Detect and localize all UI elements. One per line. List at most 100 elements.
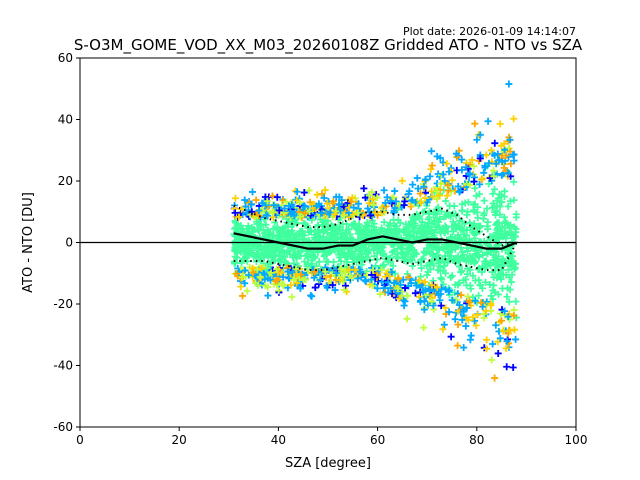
scatter-point xyxy=(492,160,500,168)
scatter-point xyxy=(444,228,452,236)
scatter-point xyxy=(504,313,512,321)
scatter-point xyxy=(284,268,292,276)
scatter-point xyxy=(395,295,403,303)
y-tick-label: -20 xyxy=(53,297,73,311)
scatter-point xyxy=(496,203,504,211)
scatter-point xyxy=(438,255,446,263)
scatter-point xyxy=(235,213,243,221)
scatter-point xyxy=(441,177,449,185)
scatter-point xyxy=(335,247,343,255)
scatter-point xyxy=(378,278,386,286)
scatter-point xyxy=(391,270,399,278)
scatter-point xyxy=(305,186,313,194)
scatter-point xyxy=(490,251,498,259)
scatter-point xyxy=(454,342,462,350)
scatter-point xyxy=(367,276,375,284)
scatter-point xyxy=(461,220,469,228)
scatter-point xyxy=(309,200,317,208)
scatter-point xyxy=(506,286,514,294)
scatter-point xyxy=(311,284,319,292)
scatter-point xyxy=(497,317,505,325)
scatter-point xyxy=(290,212,298,220)
scatter-point xyxy=(249,268,257,276)
scatter-point xyxy=(380,284,388,292)
scatter-point xyxy=(405,244,413,252)
scatter-point xyxy=(457,187,465,195)
scatter-point xyxy=(390,279,398,287)
scatter-point xyxy=(439,170,447,178)
scatter-point xyxy=(373,256,381,264)
scatter-point xyxy=(484,250,492,258)
scatter-point xyxy=(452,243,460,251)
y-tick-label: -60 xyxy=(53,420,73,434)
scatter-point xyxy=(414,212,422,220)
scatter-point xyxy=(489,340,497,348)
scatter-point xyxy=(388,290,396,298)
scatter-point xyxy=(502,152,510,160)
scatter-point xyxy=(452,150,460,158)
scatter-point xyxy=(384,278,392,286)
scatter-point xyxy=(403,258,411,266)
scatter-point xyxy=(462,314,470,322)
scatter-point xyxy=(474,311,482,319)
scatter-point xyxy=(466,282,474,290)
scatter-point xyxy=(404,273,412,281)
scatter-point xyxy=(494,349,502,357)
y-tick-label: 20 xyxy=(58,174,73,188)
scatter-point xyxy=(475,253,483,261)
scatter-point xyxy=(300,189,308,197)
scatter-point xyxy=(425,260,433,268)
scatter-point xyxy=(436,191,444,199)
scatter-point xyxy=(316,232,324,240)
scatter-point xyxy=(407,254,415,262)
scatter-point xyxy=(331,233,339,241)
scatter-point xyxy=(373,284,381,292)
scatter-point xyxy=(348,221,356,229)
scatter-point xyxy=(369,195,377,203)
x-axis: 0 20 40 60 80 100 xyxy=(76,427,587,447)
scatter-point xyxy=(247,200,255,208)
y-tick-label: 60 xyxy=(58,51,73,65)
scatter-point xyxy=(426,250,434,258)
scatter-point xyxy=(499,327,507,335)
scatter-point xyxy=(348,210,356,218)
scatter-point xyxy=(459,251,467,259)
scatter-point xyxy=(469,206,477,214)
scatter-point xyxy=(300,232,308,240)
scatter-point xyxy=(257,256,265,264)
scatter-point xyxy=(504,169,512,177)
scatter-point xyxy=(252,196,260,204)
scatter-point xyxy=(367,211,375,219)
scatter-point xyxy=(501,307,509,315)
scatter-point xyxy=(507,229,515,237)
scatter-point xyxy=(411,289,419,297)
x-axis-label: SZA [degree] xyxy=(285,456,371,471)
scatter-point xyxy=(409,223,417,231)
y-axis: -60 -40 -20 0 20 40 60 xyxy=(53,51,80,434)
scatter-point xyxy=(264,226,272,234)
scatter-point xyxy=(402,220,410,228)
scatter-point xyxy=(271,252,279,260)
scatter-point xyxy=(237,240,245,248)
scatter-point xyxy=(428,281,436,289)
scatter-point xyxy=(376,290,384,298)
scatter-point xyxy=(369,266,377,274)
x-tick-label: 20 xyxy=(172,433,187,447)
scatter-point xyxy=(323,199,331,207)
scatter-point xyxy=(483,205,491,213)
scatter-point xyxy=(493,219,501,227)
scatter-point xyxy=(496,270,504,278)
scatter-point xyxy=(320,194,328,202)
y-tick-label: 40 xyxy=(58,113,73,127)
scatter-point xyxy=(497,191,505,199)
scatter-point xyxy=(296,247,304,255)
scatter-point xyxy=(380,186,388,194)
scatter-point xyxy=(307,211,315,219)
scatter-point xyxy=(370,226,378,234)
scatter-point xyxy=(337,265,345,273)
scatter-point xyxy=(318,190,326,198)
scatter-point xyxy=(253,220,261,228)
scatter-point xyxy=(342,226,350,234)
scatter-point xyxy=(427,165,435,173)
scatter-point xyxy=(502,271,510,279)
